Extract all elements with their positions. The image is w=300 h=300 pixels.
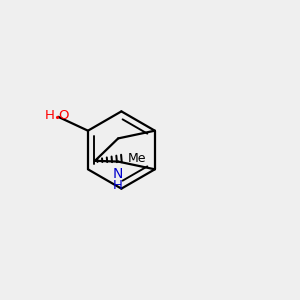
- Text: N: N: [113, 167, 123, 181]
- Text: H: H: [45, 109, 55, 122]
- Text: H: H: [113, 179, 123, 192]
- Text: O: O: [58, 110, 69, 122]
- Text: Me: Me: [128, 152, 147, 165]
